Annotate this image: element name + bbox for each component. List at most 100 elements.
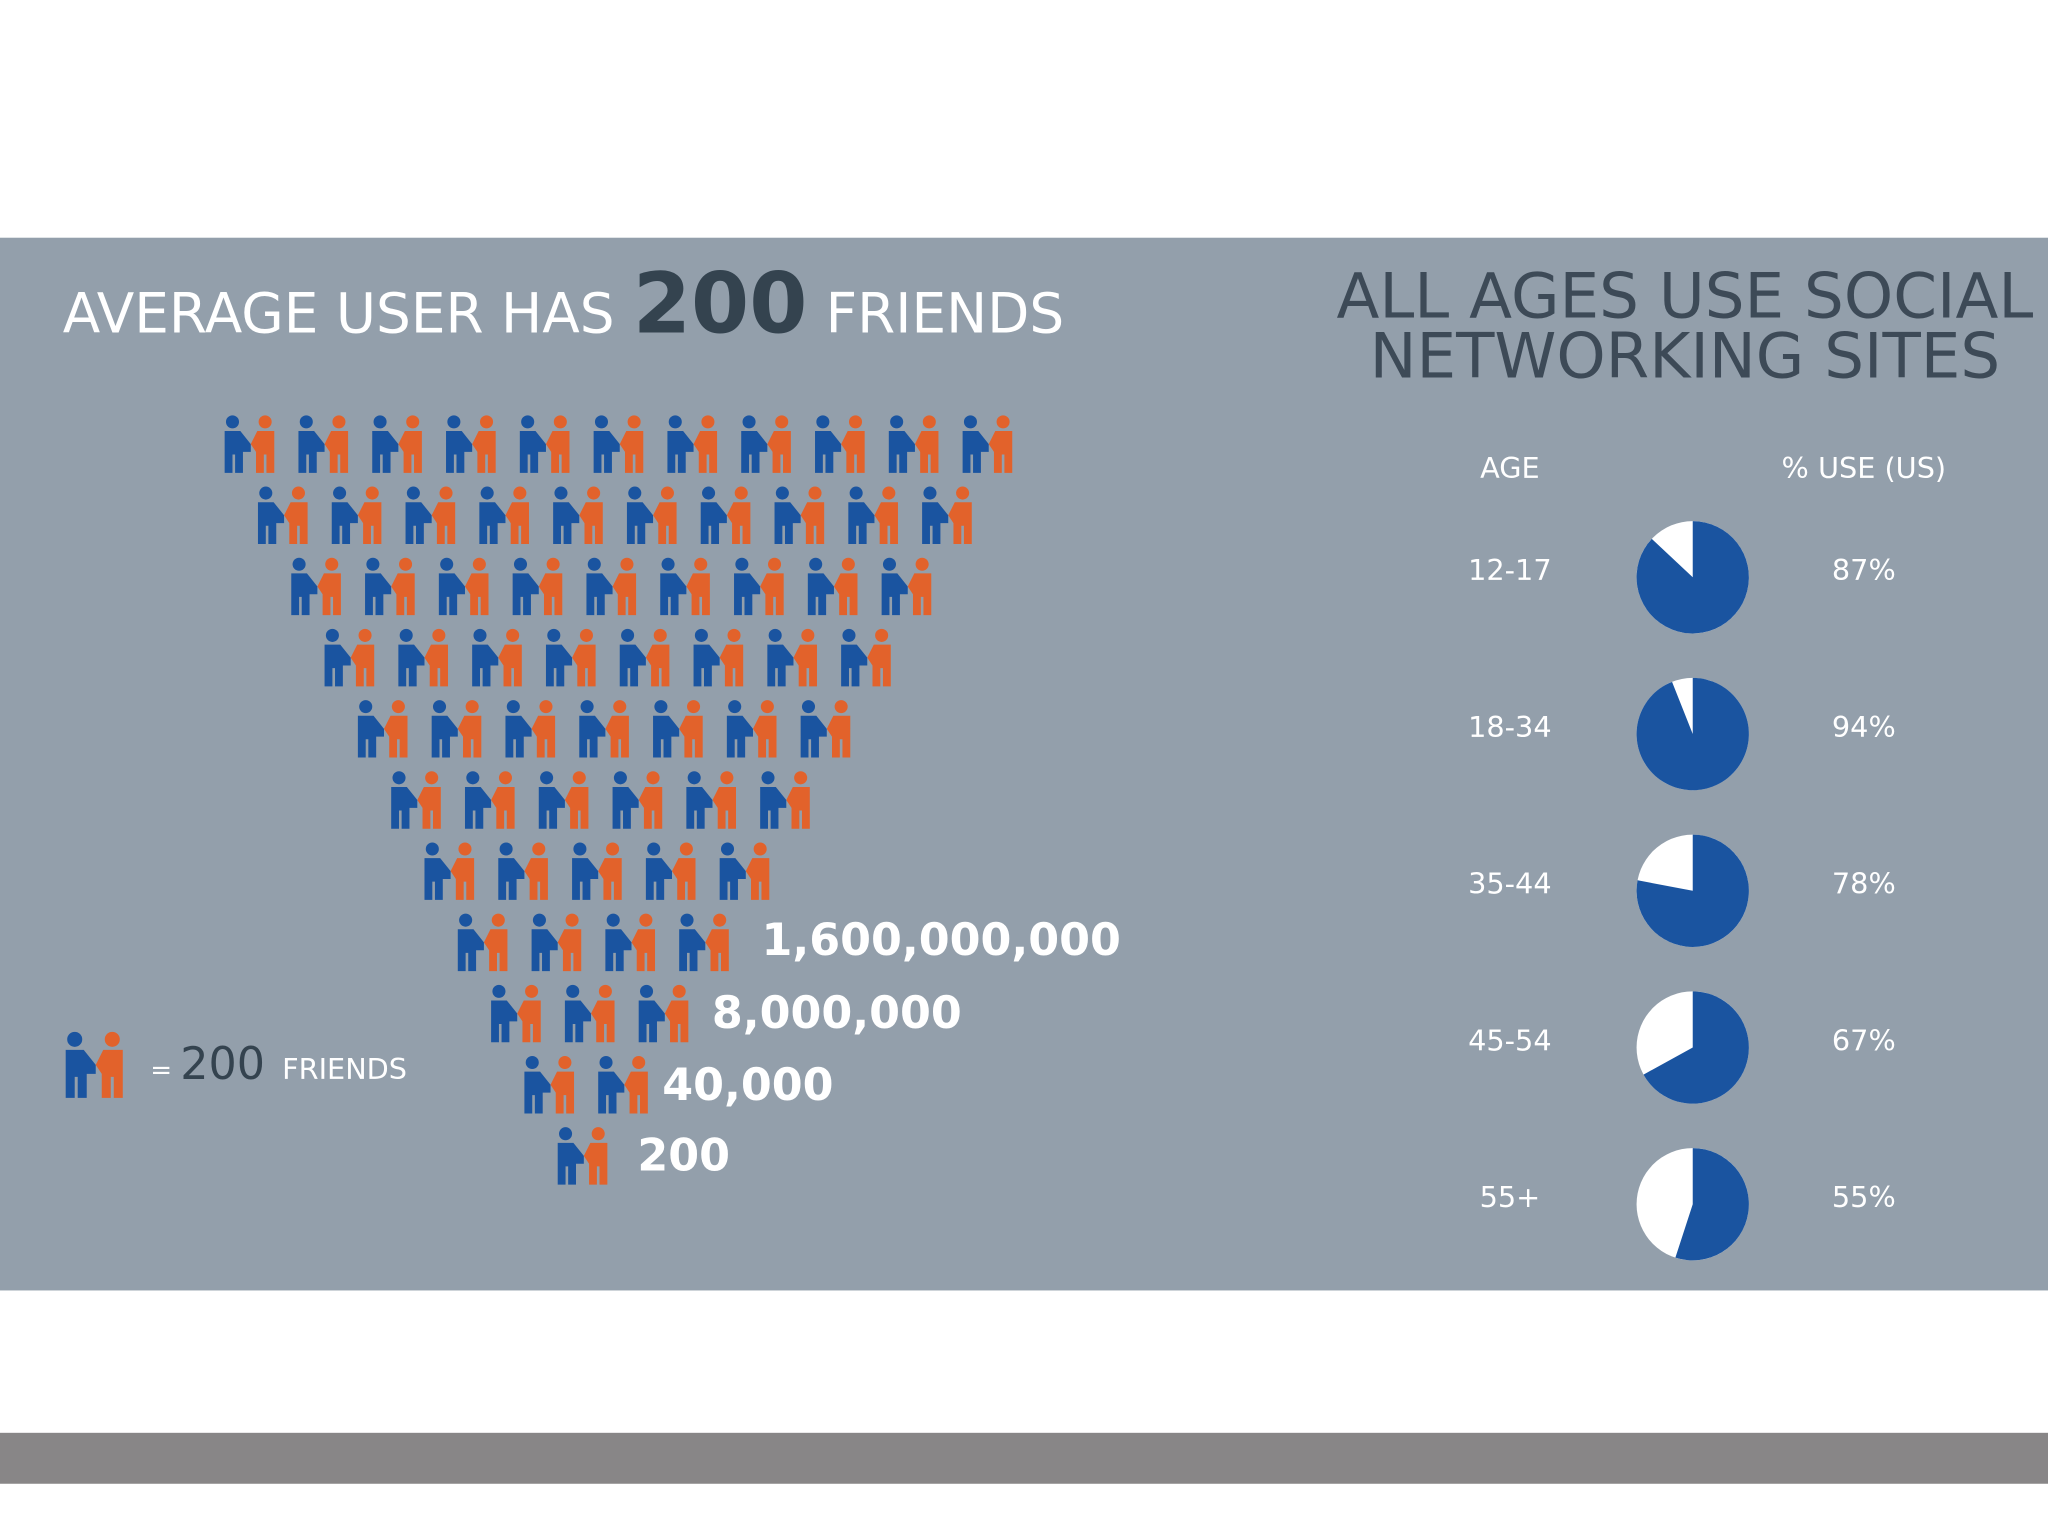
head xyxy=(735,557,749,571)
friend-icon xyxy=(579,700,629,758)
blue-person xyxy=(257,502,285,544)
blue-person xyxy=(660,573,687,616)
blue-person xyxy=(431,715,458,758)
friend-icon xyxy=(405,486,456,544)
friend-icon xyxy=(686,771,736,829)
orange-person xyxy=(605,715,629,758)
head xyxy=(466,771,480,785)
blue-person xyxy=(800,715,827,758)
head xyxy=(594,415,608,429)
pie-slice xyxy=(1636,677,1749,791)
blue-person xyxy=(65,1049,96,1098)
blue-person xyxy=(645,858,672,900)
head xyxy=(775,486,789,500)
blue-person xyxy=(331,502,358,544)
friend-icon xyxy=(962,415,1013,473)
orange-person xyxy=(619,431,644,473)
head xyxy=(439,486,453,500)
blue-person xyxy=(593,431,620,473)
orange-person xyxy=(907,573,932,616)
friend-icon xyxy=(553,486,603,544)
head xyxy=(299,415,313,429)
head xyxy=(506,700,520,714)
friend-icon xyxy=(564,984,615,1043)
blue-person xyxy=(572,858,599,900)
head xyxy=(760,700,774,714)
head xyxy=(366,557,380,571)
friend-icon xyxy=(719,842,770,900)
head xyxy=(259,486,273,500)
blue-person xyxy=(734,573,761,616)
head xyxy=(532,842,546,856)
blue-person xyxy=(553,502,580,544)
head xyxy=(647,842,661,856)
head xyxy=(720,771,734,785)
blue-person xyxy=(579,715,606,758)
head xyxy=(672,984,686,998)
blue-person xyxy=(464,786,492,829)
head xyxy=(627,415,641,429)
head xyxy=(521,415,535,429)
left-title: AVERAGE USER HAS 200 FRIENDS xyxy=(63,254,1065,352)
head xyxy=(587,557,601,571)
blue-person xyxy=(626,502,654,544)
blue-person xyxy=(519,431,546,473)
head xyxy=(653,628,667,642)
head xyxy=(572,771,586,785)
head xyxy=(373,415,387,429)
head xyxy=(425,771,439,785)
head xyxy=(359,700,373,714)
friend-icon xyxy=(446,415,496,473)
friend-icon xyxy=(491,984,541,1043)
head xyxy=(841,557,855,571)
head xyxy=(687,700,701,714)
blue-person xyxy=(538,786,565,829)
friend-icon xyxy=(586,557,637,616)
blue-person xyxy=(815,431,842,473)
blue-person xyxy=(424,858,451,900)
orange-person xyxy=(612,573,637,616)
head xyxy=(661,557,675,571)
orange-person xyxy=(693,431,718,473)
head xyxy=(492,984,506,998)
blue-person xyxy=(667,431,694,473)
friend-icon xyxy=(881,557,932,616)
orange-person xyxy=(624,1071,648,1114)
head xyxy=(473,628,487,642)
friend-icon xyxy=(741,415,791,473)
friend-icon xyxy=(679,913,729,972)
orange-person xyxy=(357,502,382,544)
blue-person xyxy=(557,1142,584,1185)
head xyxy=(620,557,634,571)
orange-person xyxy=(645,644,670,687)
orange-person xyxy=(672,858,696,900)
right-title: ALL AGES USE SOCIAL xyxy=(1337,259,2034,332)
friend-icon xyxy=(65,1031,123,1098)
friend-icon xyxy=(848,486,898,544)
head xyxy=(694,557,708,571)
head xyxy=(325,557,339,571)
head xyxy=(728,700,742,714)
orange-person xyxy=(948,502,972,544)
friend-icon xyxy=(572,842,622,900)
orange-person xyxy=(786,786,810,829)
friend-icon xyxy=(645,842,696,900)
friend-icon xyxy=(807,557,858,616)
orange-person xyxy=(653,502,677,544)
orange-person xyxy=(450,858,475,900)
head xyxy=(525,984,539,998)
orange-person xyxy=(457,715,482,758)
blue-person xyxy=(391,786,418,829)
friend-icon xyxy=(498,842,548,900)
head xyxy=(956,486,970,500)
head xyxy=(432,700,447,714)
orange-person xyxy=(988,431,1013,473)
orange-person xyxy=(760,573,784,616)
friend-icon xyxy=(479,486,529,544)
orange-person xyxy=(572,644,596,687)
head xyxy=(801,700,816,714)
friend-icon xyxy=(760,771,810,829)
head xyxy=(498,771,512,785)
age-label: 45-54 xyxy=(1468,1023,1551,1057)
